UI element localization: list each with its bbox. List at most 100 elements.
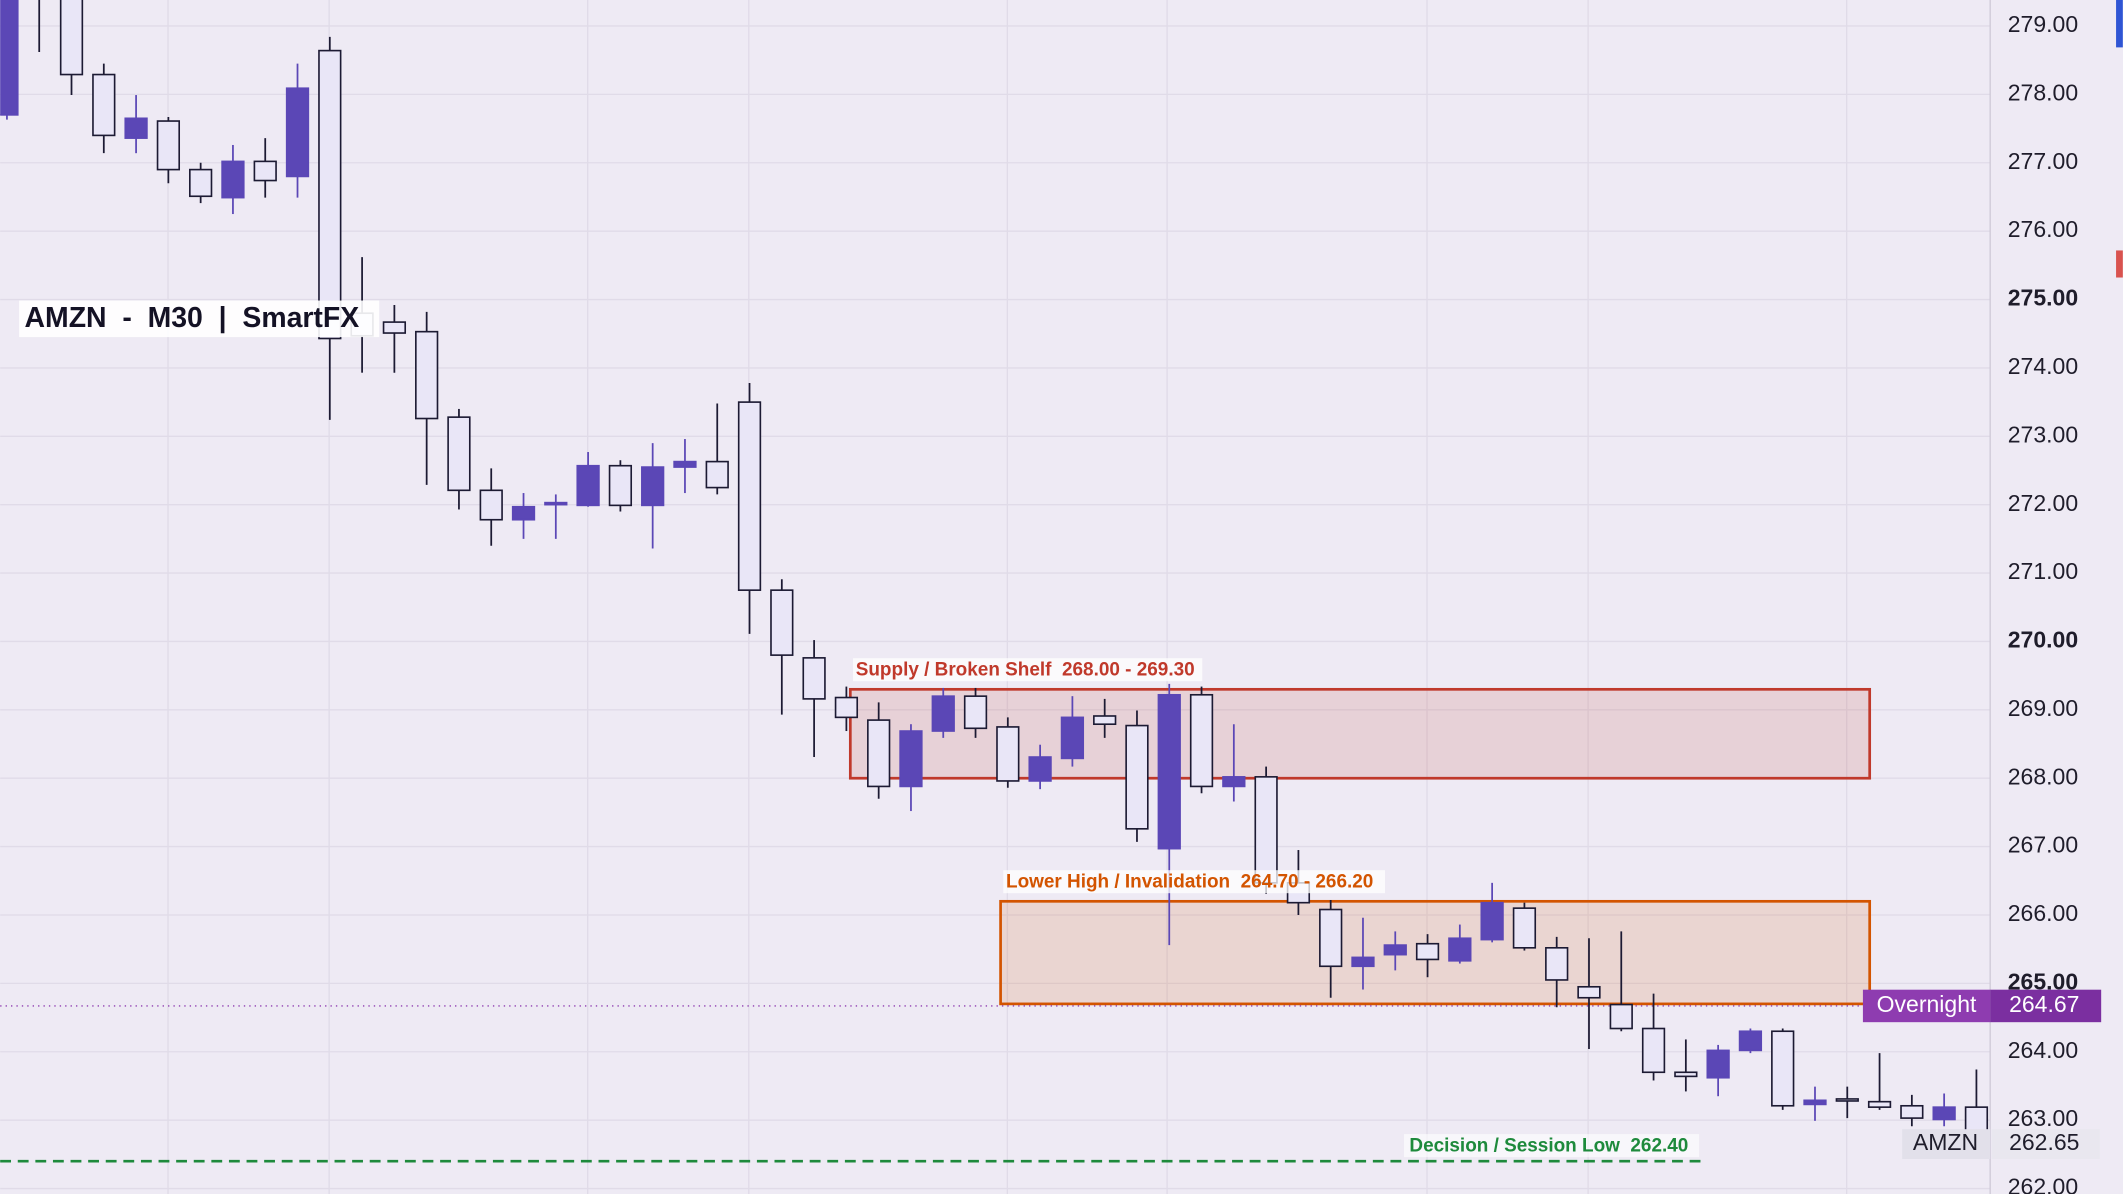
candle-body xyxy=(963,695,988,730)
last-value-bg xyxy=(1991,1129,2100,1159)
zone-range: 264.70 - 266.20 xyxy=(1241,871,1374,892)
candle-body xyxy=(1900,1104,1924,1119)
last-value: 262.65 xyxy=(2009,1129,2079,1155)
candle-body xyxy=(1254,776,1278,884)
zone-range: 268.00 - 269.30 xyxy=(1062,659,1195,680)
candle-body xyxy=(576,464,600,507)
candle-body xyxy=(544,501,568,506)
candle-body xyxy=(156,120,181,171)
candle-body xyxy=(1803,1099,1827,1106)
y-tick-label: 268.00 xyxy=(2008,763,2078,789)
y-tick-label: 278.00 xyxy=(2008,79,2078,105)
candle-body xyxy=(511,505,536,521)
candle-body xyxy=(1609,1003,1633,1030)
zones xyxy=(848,687,1872,1006)
candle-body xyxy=(0,0,19,116)
y-tick-label: 279.00 xyxy=(2008,11,2078,37)
y-tick-label: 266.00 xyxy=(2008,900,2078,926)
candle-body xyxy=(899,730,923,788)
candle-body xyxy=(447,416,471,492)
candle-body xyxy=(834,696,859,719)
y-tick-label: 269.00 xyxy=(2008,695,2078,721)
candle-body xyxy=(1835,1098,1859,1102)
candle-body xyxy=(1706,1049,1730,1079)
candle-body xyxy=(1351,956,1375,968)
price-line-label: Decision / Session Low 262.40 xyxy=(1409,1135,1688,1156)
candle-body xyxy=(124,117,148,139)
chart-title: AMZN - M30 | SmartFX xyxy=(25,302,360,334)
y-tick-label: 263.00 xyxy=(2008,1105,2078,1131)
candle-body xyxy=(92,73,116,137)
price-line-name: Decision / Session Low xyxy=(1409,1135,1620,1156)
y-tick-label: 276.00 xyxy=(2008,216,2078,242)
candle-body xyxy=(59,0,84,76)
candle-body xyxy=(1641,1027,1666,1074)
candle-body xyxy=(253,160,277,182)
candle-body xyxy=(737,401,762,591)
price-line-value: 262.40 xyxy=(1630,1135,1688,1156)
candle-body xyxy=(673,460,697,468)
candle-body xyxy=(770,589,794,656)
y-tick-label: 274.00 xyxy=(2008,353,2078,379)
candle-body xyxy=(1093,715,1117,726)
zone-name: Lower High / Invalidation xyxy=(1006,871,1230,892)
price-tags: Overnight 264.67 AMZN 262.65 xyxy=(1862,989,2102,1159)
zone-box xyxy=(848,687,1872,780)
y-tick-label: 271.00 xyxy=(2008,558,2078,584)
last-name: AMZN xyxy=(1913,1129,1978,1155)
title-bg xyxy=(19,300,380,338)
y-tick-label: 273.00 xyxy=(2008,421,2078,447)
y-tick-label: 277.00 xyxy=(2008,148,2078,174)
edge-marker xyxy=(2116,0,2123,48)
candle-body xyxy=(802,657,826,700)
candle-body xyxy=(1060,716,1085,760)
candle-body xyxy=(479,489,503,521)
candle-body xyxy=(1738,1030,1763,1052)
candle-body xyxy=(415,330,439,420)
candle-body xyxy=(1577,985,1601,999)
candle-body xyxy=(1448,937,1472,962)
price-tag-value-bg xyxy=(1990,989,2102,1023)
candle-body xyxy=(1674,1071,1698,1078)
price-tag-name-bg xyxy=(1862,989,1991,1023)
candle-body xyxy=(1771,1030,1795,1107)
candle-body xyxy=(1545,947,1569,981)
candle-body xyxy=(1867,1100,1892,1108)
candle-body xyxy=(705,460,729,489)
candle-body xyxy=(1480,901,1504,941)
price-lines: Decision / Session Low 262.40 xyxy=(0,1005,1863,1163)
candles xyxy=(0,0,1989,1138)
candle-body xyxy=(1222,776,1246,788)
zone-label: Supply / Broken Shelf 268.00 - 269.30 xyxy=(856,659,1195,680)
candle-body xyxy=(1125,724,1149,830)
candle-body xyxy=(221,160,245,199)
y-tick-label: 275.00 xyxy=(2008,285,2078,311)
zone-label-bg xyxy=(1003,870,1386,894)
time-grid xyxy=(167,0,1848,1194)
y-tick-label: 272.00 xyxy=(2008,490,2078,516)
y-tick-label: 267.00 xyxy=(2008,832,2078,858)
price-tag-name: Overnight xyxy=(1877,991,1977,1017)
zone-label: Lower High / Invalidation 264.70 - 266.2… xyxy=(1006,871,1373,892)
edge-marker xyxy=(2116,250,2123,278)
candle-body xyxy=(608,464,633,507)
price-tag-value: 264.67 xyxy=(2009,991,2079,1017)
candle-body xyxy=(1157,693,1181,850)
candle-body xyxy=(1932,1106,1956,1121)
y-tick-label: 264.00 xyxy=(2008,1037,2078,1063)
candle-body xyxy=(931,695,955,732)
candle-body xyxy=(382,321,407,334)
y-tick-label: 262.00 xyxy=(2008,1174,2078,1194)
last-name-bg xyxy=(1902,1129,1991,1159)
candle-body xyxy=(1319,908,1343,968)
candle-body xyxy=(1964,1106,1989,1132)
candle-body xyxy=(189,168,213,198)
candle-body xyxy=(1189,693,1214,788)
y-tick-label: 270.00 xyxy=(2008,627,2078,653)
candle-body xyxy=(318,49,342,340)
candle-body xyxy=(285,87,310,178)
candle-body xyxy=(1028,756,1052,782)
